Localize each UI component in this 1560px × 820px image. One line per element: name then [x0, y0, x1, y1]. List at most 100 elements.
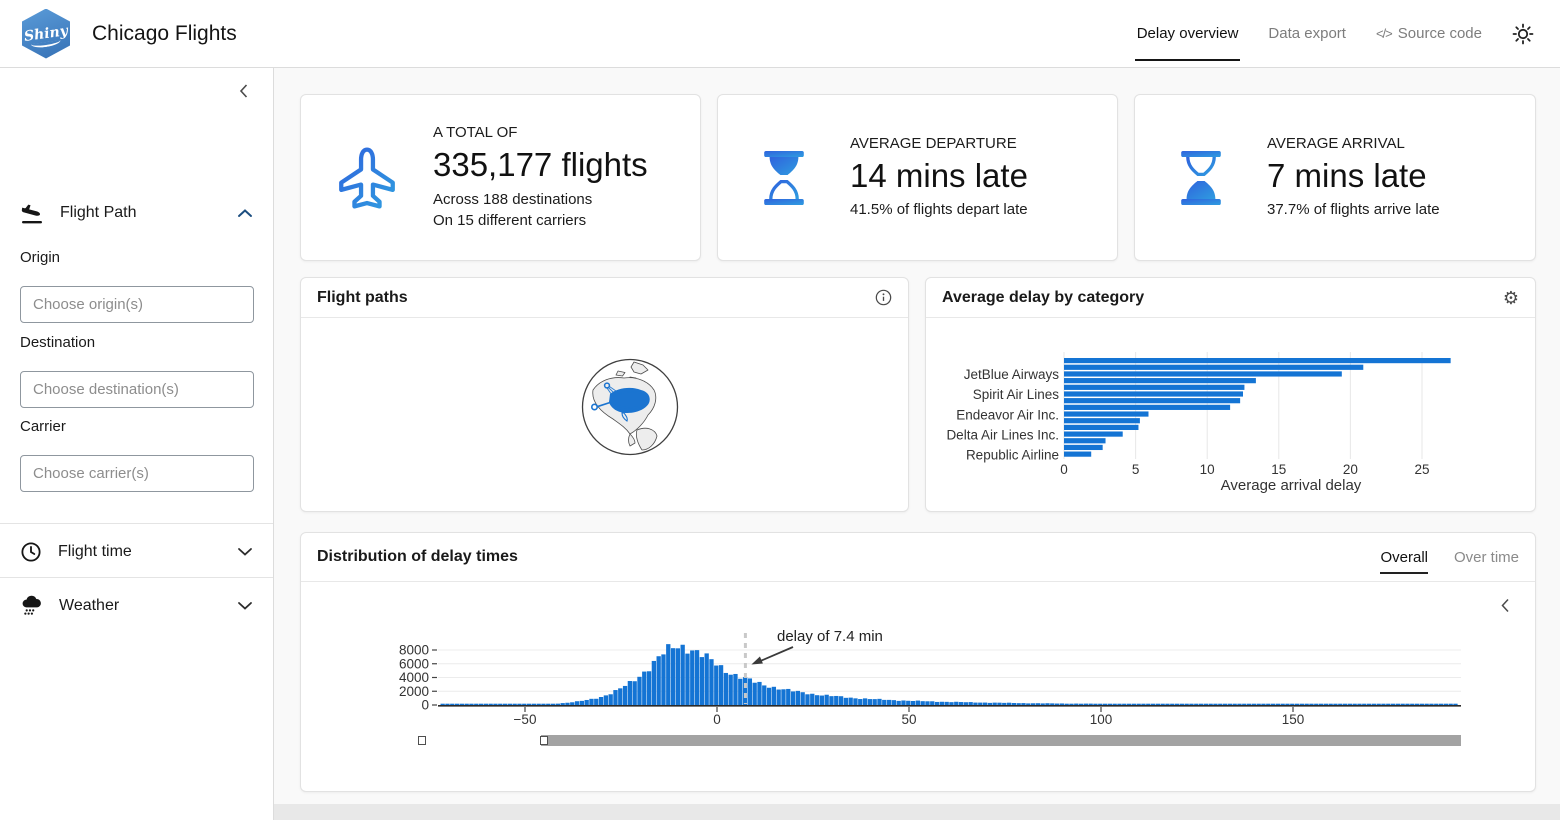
nav-link-source-code[interactable]: </> Source code [1376, 0, 1482, 67]
svg-text:−50: −50 [514, 712, 537, 727]
chevron-down-icon [237, 601, 253, 611]
code-icon: </> [1375, 26, 1393, 41]
tab-overall[interactable]: Overall [1380, 533, 1428, 581]
value-box-subtitle: Across 188 destinations [433, 190, 593, 208]
sidebar: Flight Path Origin Destination Carrier F… [0, 68, 274, 820]
info-icon[interactable] [875, 289, 892, 306]
value-box-subtitle: 41.5% of flights depart late [850, 201, 1028, 219]
value-box-avg-arrival: AVERAGE ARRIVAL 7 mins late 37.7% of fli… [1134, 94, 1536, 261]
flight-paths-card: Flight paths [300, 277, 909, 512]
svg-text:20: 20 [1343, 462, 1358, 477]
carrier-select[interactable] [20, 455, 254, 492]
svg-text:10: 10 [1200, 462, 1215, 477]
value-box-subtitle: On 15 different carriers [433, 211, 587, 229]
destination-select[interactable] [20, 371, 254, 408]
chevron-left-icon [1501, 598, 1509, 613]
svg-text:25: 25 [1414, 462, 1429, 477]
svg-text:2000: 2000 [399, 684, 429, 699]
svg-text:JetBlue Airways: JetBlue Airways [964, 367, 1060, 382]
sidebar-divider [0, 577, 273, 578]
value-box-value: 14 mins late [850, 156, 1028, 194]
distribution-header: Distribution of delay times Overall Over… [301, 533, 1535, 582]
globe-map [581, 358, 679, 456]
value-box-value: 7 mins late [1267, 156, 1427, 194]
svg-text:4000: 4000 [399, 670, 429, 685]
carrier-label: Carrier [20, 418, 66, 435]
svg-text:6000: 6000 [399, 656, 429, 671]
sun-icon [1512, 23, 1534, 44]
distribution-tabs: Overall Over time [1380, 533, 1519, 581]
svg-text:15: 15 [1271, 462, 1286, 477]
accordion-flight-path[interactable]: Flight Path [0, 189, 273, 237]
app-title: Chicago Flights [92, 21, 237, 45]
avg-delay-title: Average delay by category [942, 288, 1145, 306]
nav-link-source-code-label: Source code [1397, 25, 1482, 42]
svg-text:Republic Airline: Republic Airline [966, 447, 1059, 462]
range-slider-track[interactable] [541, 735, 1461, 746]
range-slider-handle-right[interactable] [540, 736, 548, 745]
value-box-subtitle: 37.7% of flights arrive late [1267, 201, 1440, 219]
flight-paths-header: Flight paths [301, 278, 908, 318]
accordion-weather[interactable]: Weather [0, 580, 273, 631]
destination-label: Destination [20, 334, 96, 351]
flight-paths-title: Flight paths [317, 288, 408, 306]
nav-tab-data-export[interactable]: Data export [1268, 0, 1346, 67]
svg-text:0: 0 [713, 712, 721, 727]
accordion-weather-label: Weather [59, 596, 120, 614]
accordion-flight-time[interactable]: Flight time [0, 526, 273, 577]
svg-text:150: 150 [1282, 712, 1305, 727]
plot-sidebar-toggle[interactable] [1499, 597, 1512, 617]
value-box-content: AVERAGE ARRIVAL 7 mins late 37.7% of fli… [1267, 135, 1450, 220]
flight-paths-globe [580, 357, 680, 457]
chevron-down-icon [237, 547, 253, 557]
navbar-nav: Delay overview Data export </> Source co… [1134, 0, 1560, 67]
accordion-flight-time-label: Flight time [58, 542, 132, 560]
brand: Shiny Chicago Flights [0, 8, 237, 59]
nav-tab-delay-overview[interactable]: Delay overview [1134, 0, 1241, 67]
value-box-title: AVERAGE DEPARTURE [850, 134, 1017, 152]
value-box-avg-departure: AVERAGE DEPARTURE 14 mins late 41.5% of … [717, 94, 1118, 261]
sidebar-divider [0, 523, 273, 524]
svg-text:0: 0 [421, 698, 429, 713]
range-slider-handle-left[interactable] [418, 736, 426, 745]
value-box-value: 335,177 flights [433, 146, 648, 184]
svg-text:8000: 8000 [399, 643, 429, 658]
value-box-content: A TOTAL OF 335,177 flights Across 188 de… [433, 124, 658, 230]
value-box-total-flights: A TOTAL OF 335,177 flights Across 188 de… [300, 94, 701, 261]
svg-text:5: 5 [1132, 462, 1140, 477]
svg-text:0: 0 [1060, 462, 1068, 477]
hourglass-start-icon [718, 147, 850, 209]
svg-text:50: 50 [901, 712, 916, 727]
navbar: Shiny Chicago Flights Delay overview Dat… [0, 0, 1560, 68]
svg-text:Spirit Air Lines: Spirit Air Lines [973, 387, 1060, 402]
svg-text:Endeavor Air Inc.: Endeavor Air Inc. [956, 407, 1059, 422]
origin-select[interactable] [20, 286, 254, 323]
clock-icon [21, 541, 41, 562]
chevron-up-icon [237, 208, 253, 218]
distribution-title: Distribution of delay times [317, 548, 518, 565]
svg-text:Delta Air Lines Inc.: Delta Air Lines Inc. [946, 427, 1059, 442]
nav-tab-data-export-label: Data export [1268, 25, 1346, 42]
accordion-flight-path-label: Flight Path [60, 204, 137, 221]
tab-over-time[interactable]: Over time [1453, 548, 1519, 566]
value-box-content: AVERAGE DEPARTURE 14 mins late 41.5% of … [850, 135, 1038, 220]
avg-delay-header: Average delay by category ⚙ [926, 278, 1535, 318]
light-mode-toggle[interactable] [1512, 23, 1534, 45]
svg-text:Average arrival delay: Average arrival delay [1221, 477, 1362, 494]
page-bottom-strip [274, 804, 1560, 820]
value-box-title: A TOTAL OF [433, 124, 518, 142]
histogram-annotation: delay of 7.4 min [777, 628, 883, 645]
avg-delay-card: Average delay by category ⚙ 0 5 10 15 20 25 Je… [925, 277, 1536, 512]
gear-icon[interactable]: ⚙ [1502, 287, 1519, 308]
sidebar-collapse-toggle[interactable] [237, 82, 251, 103]
hourglass-end-icon [1135, 147, 1267, 209]
distribution-card: Distribution of delay times Overall Over… [300, 532, 1536, 792]
value-box-title: AVERAGE ARRIVAL [1267, 134, 1405, 152]
cloud-rain-icon [22, 595, 41, 615]
nav-tab-delay-overview-label: Delay overview [1136, 25, 1239, 42]
shiny-logo: Shiny [22, 8, 70, 59]
plane-arrival-icon [21, 204, 42, 224]
plane-icon [301, 145, 433, 211]
svg-text:100: 100 [1090, 712, 1113, 727]
